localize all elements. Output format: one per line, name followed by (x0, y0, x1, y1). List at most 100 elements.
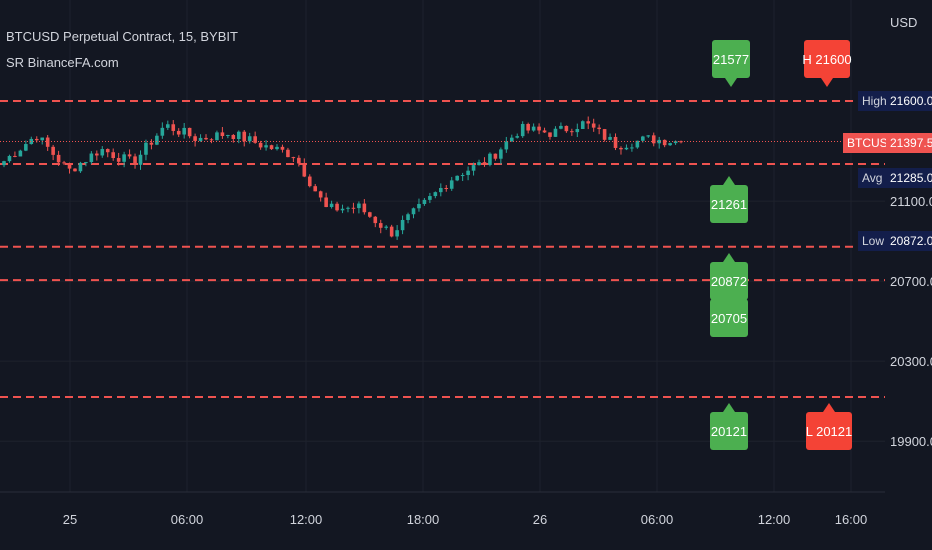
price-tag-label: Low (858, 231, 889, 251)
price-axis[interactable]: 21100.0 20700.0 20300.0 19900.0 (890, 194, 932, 449)
candle (40, 137, 45, 145)
candle (651, 132, 656, 147)
candle-body (646, 135, 651, 137)
candle (220, 127, 225, 139)
candle-body (635, 140, 640, 148)
candle-body (95, 153, 99, 156)
candle (384, 225, 388, 230)
candle (73, 168, 77, 172)
candle (231, 133, 236, 143)
candle-body (422, 199, 427, 204)
candle (422, 198, 427, 206)
callout-pointer (723, 176, 735, 185)
x-tick-label: 12:00 (758, 512, 791, 527)
price-tag-value: 20872.0 (886, 231, 932, 251)
candle-body (215, 132, 219, 141)
candle-body (368, 212, 372, 217)
candle-body (406, 214, 410, 220)
candle (597, 124, 601, 135)
candle-body (78, 162, 83, 172)
candle-body (313, 186, 318, 192)
candle (67, 162, 72, 174)
candle (182, 122, 186, 139)
candle (29, 136, 34, 145)
candle-body (477, 162, 481, 166)
candle (166, 120, 170, 131)
candle-body (619, 147, 623, 150)
time-axis[interactable]: 25 06:00 12:00 18:00 26 06:00 12:00 16:00 (63, 512, 868, 527)
candle (160, 122, 165, 139)
candle (297, 155, 301, 167)
candle-body (204, 137, 208, 140)
candle (62, 160, 66, 166)
callout-red: H 21600 (802, 40, 852, 87)
candle-body (488, 153, 492, 165)
candle-body (111, 152, 115, 159)
candle (466, 166, 470, 181)
chart-title[interactable]: BTCUSD Perpetual Contract, 15, BYBIT (6, 29, 238, 44)
candle-body (2, 161, 6, 166)
support-resistance-lines (0, 100, 885, 398)
candle-body (84, 162, 88, 164)
candle (13, 151, 17, 158)
candle-body (433, 192, 438, 197)
price-tag-value: 21397.5 (886, 133, 932, 153)
candle (122, 151, 126, 168)
callout-text: 20121 (711, 424, 747, 439)
candle-body (127, 154, 132, 157)
candle-body (40, 137, 45, 141)
candle (351, 202, 356, 214)
candle (608, 133, 612, 141)
callout-box (806, 412, 852, 450)
candle (100, 146, 105, 158)
candle-body (384, 226, 388, 228)
candle-body (34, 138, 39, 141)
candle-body (597, 127, 601, 130)
candle-body (171, 124, 176, 131)
candle (269, 144, 274, 151)
candle (24, 140, 28, 152)
candle (515, 133, 520, 139)
candle (482, 157, 487, 167)
candle (586, 116, 591, 130)
candle-body (258, 142, 263, 148)
candle-body (226, 135, 230, 137)
candle-body (346, 207, 350, 209)
candle-body (624, 147, 629, 150)
candle-body (62, 162, 66, 164)
candle (526, 122, 530, 134)
candle (662, 139, 667, 148)
x-tick-label: 26 (533, 512, 547, 527)
candle (433, 191, 438, 199)
candle (318, 190, 323, 202)
candle-body (449, 180, 454, 189)
candle (378, 219, 383, 234)
callout-box (710, 185, 748, 223)
indicator-title[interactable]: SR BinanceFA.com (6, 55, 119, 70)
candle (149, 139, 154, 150)
callout-pointer (723, 253, 735, 262)
candle-body (362, 203, 367, 213)
candle-body (351, 207, 356, 209)
y-tick-label: 20300.0 (890, 354, 932, 369)
candle-body (455, 175, 459, 181)
candle (95, 150, 99, 161)
candle (138, 150, 143, 170)
candle (18, 149, 23, 157)
candle (499, 147, 503, 165)
candle (504, 136, 509, 153)
candle-body (253, 136, 257, 143)
candle (335, 201, 339, 212)
y-tick-label: 21100.0 (890, 194, 932, 209)
candle-body (144, 142, 148, 155)
candle-body (400, 219, 405, 231)
candle-body (7, 155, 12, 162)
candle (198, 134, 203, 142)
callout-green: 21261 (710, 176, 748, 223)
candle-body (29, 138, 34, 145)
candle-body (602, 129, 607, 140)
candle (78, 161, 83, 173)
candle (155, 133, 159, 146)
candle (373, 216, 378, 228)
